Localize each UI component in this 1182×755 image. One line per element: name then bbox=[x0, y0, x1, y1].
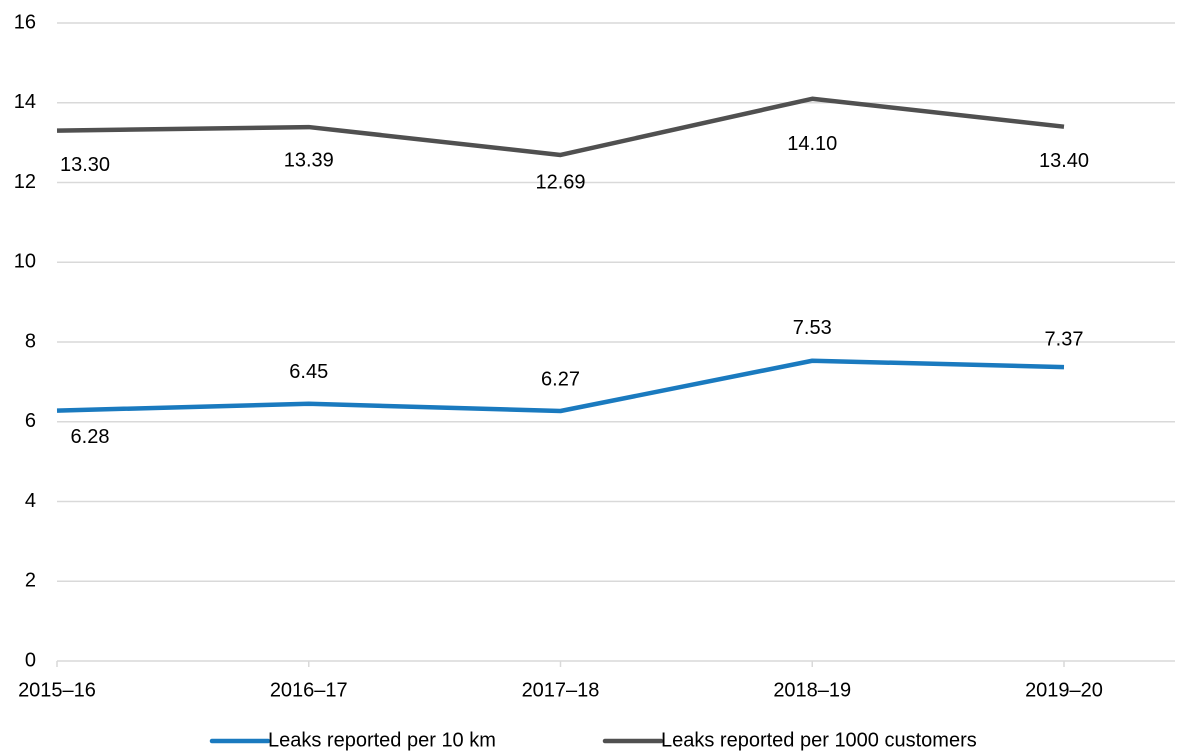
data-label: 14.10 bbox=[787, 133, 837, 155]
y-tick-label: 10 bbox=[14, 251, 36, 273]
y-tick-label: 12 bbox=[14, 171, 36, 193]
y-tick-label: 0 bbox=[25, 649, 36, 671]
x-tick-label: 2018–19 bbox=[773, 679, 851, 701]
y-tick-label: 2 bbox=[25, 570, 36, 592]
x-tick-label: 2017–18 bbox=[522, 679, 600, 701]
x-tick-label: 2016–17 bbox=[270, 679, 348, 701]
y-tick-label: 16 bbox=[14, 11, 36, 33]
data-label: 6.45 bbox=[289, 361, 328, 383]
data-label: 6.28 bbox=[71, 426, 110, 448]
data-label: 13.30 bbox=[60, 154, 110, 176]
data-label: 13.39 bbox=[284, 149, 334, 171]
y-tick-label: 8 bbox=[25, 330, 36, 352]
y-tick-label: 4 bbox=[25, 490, 36, 512]
y-tick-label: 6 bbox=[25, 410, 36, 432]
series-line bbox=[56, 358, 1065, 414]
data-label: 7.53 bbox=[793, 317, 832, 339]
legend-label: Leaks reported per 1000 customers bbox=[661, 729, 977, 751]
legend-label: Leaks reported per 10 km bbox=[268, 729, 496, 751]
series-line bbox=[56, 96, 1065, 158]
data-label: 12.69 bbox=[535, 171, 585, 193]
y-tick-label: 14 bbox=[14, 91, 36, 113]
data-label: 13.40 bbox=[1039, 150, 1089, 172]
x-tick-label: 2015–16 bbox=[18, 679, 96, 701]
data-label: 7.37 bbox=[1045, 328, 1084, 350]
data-label: 6.27 bbox=[541, 368, 580, 390]
x-tick-label: 2019–20 bbox=[1025, 679, 1103, 701]
